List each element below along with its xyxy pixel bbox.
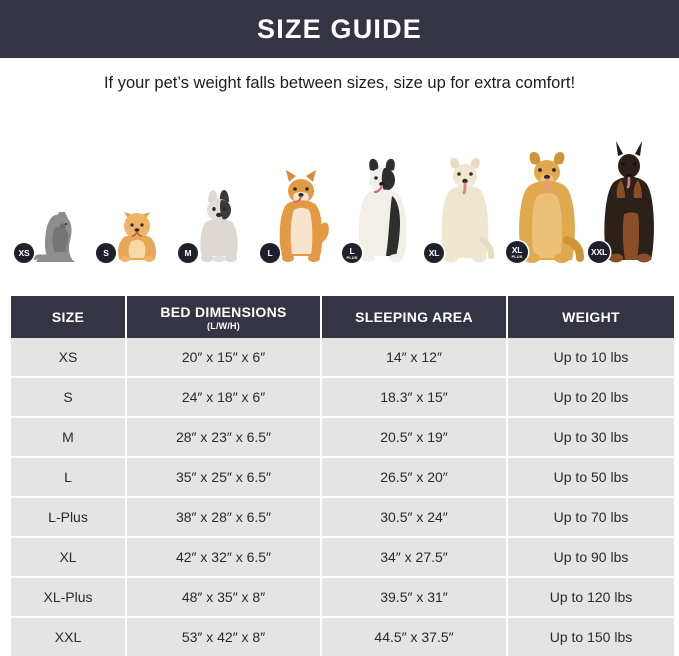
cell-sleeping: 30.5″ x 24″ <box>321 497 508 538</box>
cat-sitting-icon <box>33 212 75 262</box>
cell-size: S <box>11 377 127 418</box>
column-header-size: SIZE <box>11 296 127 338</box>
size-badge-xxl: XXL <box>588 241 610 263</box>
animal-size-row: XS S <box>14 130 669 264</box>
cell-bed: 24″ x 18″ x 6″ <box>126 377 322 418</box>
size-badge-xl: XL <box>424 243 444 263</box>
animal-cell-xxl: XXL <box>588 130 670 264</box>
header-bar: SIZE GUIDE <box>0 0 679 58</box>
table-head: SIZE BED DIMENSIONS (L/W/H) SLEEPING ARE… <box>11 296 674 338</box>
cell-size: L <box>11 457 127 498</box>
cell-sleeping: 34″ x 27.5″ <box>321 537 508 578</box>
column-header-sleeping-label: SLEEPING AREA <box>355 309 473 325</box>
golden-retriever-sitting-icon <box>519 152 584 263</box>
column-header-bed-label: BED DIMENSIONS <box>160 303 287 320</box>
pomeranian-sitting-icon <box>118 212 156 262</box>
size-badge-l-plus: L PLUS <box>342 243 362 263</box>
cell-weight: Up to 120 lbs <box>507 577 674 618</box>
table-row: XXL 53″ x 42″ x 8″ 44.5″ x 37.5″ Up to 1… <box>11 617 674 656</box>
animal-cell-l-plus: L PLUS <box>342 130 424 264</box>
size-guide-table: SIZE BED DIMENSIONS (L/W/H) SLEEPING ARE… <box>11 296 674 656</box>
labrador-sitting-icon <box>441 158 495 263</box>
cell-sleeping: 44.5″ x 37.5″ <box>321 617 508 656</box>
animal-cell-m: M <box>178 130 260 264</box>
size-badge-xl-plus: XL PLUS <box>506 241 528 263</box>
animal-cell-s: S <box>96 130 178 264</box>
cell-size: M <box>11 417 127 458</box>
cell-weight: Up to 10 lbs <box>507 338 674 378</box>
cell-weight: Up to 50 lbs <box>507 457 674 498</box>
size-badge-s: S <box>96 243 116 263</box>
table-row: M 28″ x 23″ x 6.5″ 20.5″ x 19″ Up to 30 … <box>11 417 674 458</box>
cell-weight: Up to 150 lbs <box>507 617 674 656</box>
cell-weight: Up to 30 lbs <box>507 417 674 458</box>
column-header-weight-label: WEIGHT <box>562 309 620 325</box>
table-row: L 35″ x 25″ x 6.5″ 26.5″ x 20″ Up to 50 … <box>11 457 674 498</box>
french-bulldog-sitting-icon <box>200 190 238 262</box>
column-header-bed-dimensions: BED DIMENSIONS (L/W/H) <box>126 296 322 338</box>
table-header-row: SIZE BED DIMENSIONS (L/W/H) SLEEPING ARE… <box>11 296 674 338</box>
cell-bed: 38″ x 28″ x 6.5″ <box>126 497 322 538</box>
cell-sleeping: 26.5″ x 20″ <box>321 457 508 498</box>
cell-bed: 48″ x 35″ x 8″ <box>126 577 322 618</box>
size-badge-xs: XS <box>14 243 34 263</box>
column-header-sleeping-area: SLEEPING AREA <box>321 296 508 338</box>
animal-cell-xl-plus: XL PLUS <box>506 130 588 264</box>
cell-weight: Up to 20 lbs <box>507 377 674 418</box>
table-row: XS 20″ x 15″ x 6″ 14″ x 12″ Up to 10 lbs <box>11 338 674 378</box>
cell-size: XXL <box>11 617 127 656</box>
table-row: XL-Plus 48″ x 35″ x 8″ 39.5″ x 31″ Up to… <box>11 577 674 618</box>
animal-cell-xl: XL <box>424 130 506 264</box>
cell-bed: 20″ x 15″ x 6″ <box>126 338 322 378</box>
table-row: S 24″ x 18″ x 6″ 18.3″ x 15″ Up to 20 lb… <box>11 377 674 418</box>
table-row: XL 42″ x 32″ x 6.5″ 34″ x 27.5″ Up to 90… <box>11 537 674 578</box>
cell-weight: Up to 90 lbs <box>507 537 674 578</box>
cell-sleeping: 14″ x 12″ <box>321 338 508 378</box>
size-badge-m: M <box>178 243 198 263</box>
cell-bed: 53″ x 42″ x 8″ <box>126 617 322 656</box>
cell-size: XS <box>11 338 127 378</box>
border-collie-sitting-icon <box>358 158 407 262</box>
column-header-weight: WEIGHT <box>507 296 674 338</box>
table-row: L-Plus 38″ x 28″ x 6.5″ 30.5″ x 24″ Up t… <box>11 497 674 538</box>
animal-cell-l: L <box>260 130 342 264</box>
cell-bed: 28″ x 23″ x 6.5″ <box>126 417 322 458</box>
shiba-inu-sitting-icon <box>279 170 329 262</box>
column-header-bed-sublabel: (L/W/H) <box>207 320 240 331</box>
column-header-size-label: SIZE <box>51 309 85 325</box>
size-badge-l: L <box>260 243 280 263</box>
cell-size: XL-Plus <box>11 577 127 618</box>
cell-size: L-Plus <box>11 497 127 538</box>
cell-sleeping: 20.5″ x 19″ <box>321 417 508 458</box>
table-body: XS 20″ x 15″ x 6″ 14″ x 12″ Up to 10 lbs… <box>11 338 674 656</box>
cell-weight: Up to 70 lbs <box>507 497 674 538</box>
page-title: SIZE GUIDE <box>256 13 423 44</box>
cell-sleeping: 39.5″ x 31″ <box>321 577 508 618</box>
cell-sleeping: 18.3″ x 15″ <box>321 377 508 418</box>
animal-cell-xs: XS <box>14 130 96 264</box>
subtitle-text: If your pet’s weight falls between sizes… <box>103 74 576 92</box>
cell-bed: 35″ x 25″ x 6.5″ <box>126 457 322 498</box>
cell-size: XL <box>11 537 127 578</box>
cell-bed: 42″ x 32″ x 6.5″ <box>126 537 322 578</box>
doberman-sitting-icon <box>604 141 654 263</box>
